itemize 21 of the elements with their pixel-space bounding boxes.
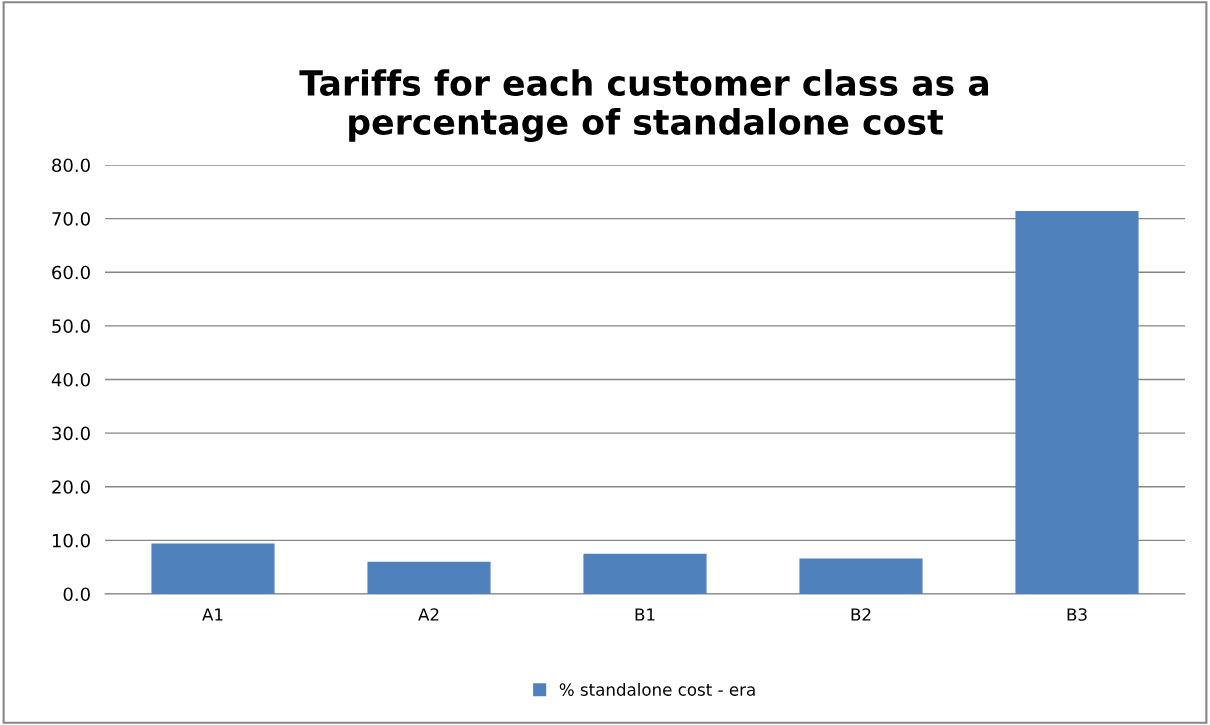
y-tick-label: 60.0 (52, 265, 90, 280)
x-tick-label: A1 (202, 608, 223, 621)
bar (151, 543, 275, 594)
y-tick-label: 70.0 (52, 212, 90, 226)
bar (367, 561, 491, 594)
y-tick-label: 0.0 (63, 587, 90, 602)
y-tick-label: 20.0 (52, 480, 90, 494)
x-tick-label: B1 (635, 608, 655, 621)
legend-label: % standalone cost - era (559, 682, 755, 696)
y-tick-label: 80.0 (52, 158, 90, 173)
y-tick-label: 50.0 (52, 319, 90, 333)
bar (799, 558, 923, 594)
x-tick-label: A2 (418, 608, 439, 621)
bar (583, 553, 707, 594)
y-tick-label: 30.0 (52, 426, 90, 441)
chart-title: Tariffs for each customer class as a percentage of standalone cost (299, 69, 989, 142)
x-tick-label: B2 (851, 608, 871, 621)
y-tick-label: 10.0 (52, 533, 90, 548)
x-tick-label: B3 (1067, 608, 1087, 621)
bar (1015, 211, 1139, 594)
y-tick-label: 40.0 (51, 372, 90, 387)
